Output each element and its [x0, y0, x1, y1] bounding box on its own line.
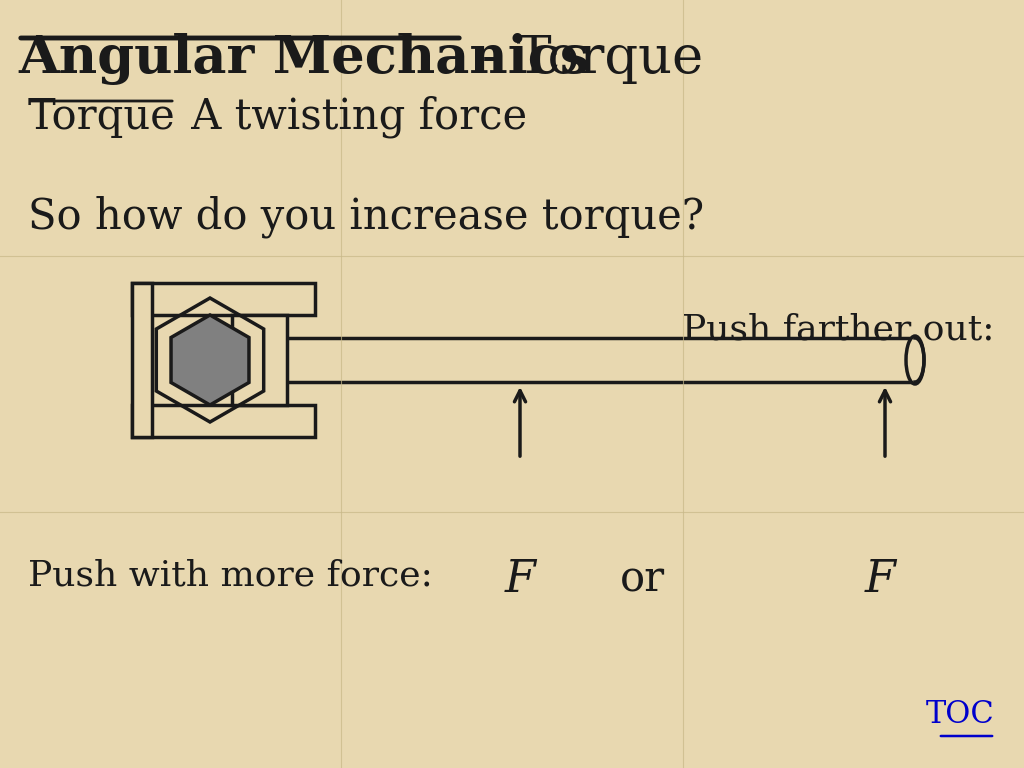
Text: A twisting force: A twisting force	[178, 96, 527, 138]
Ellipse shape	[906, 336, 924, 384]
Polygon shape	[171, 315, 249, 405]
Text: - Torque: - Torque	[465, 33, 703, 84]
Text: TOC: TOC	[927, 699, 995, 730]
Text: F: F	[865, 558, 896, 601]
Text: Torque: Torque	[28, 96, 176, 138]
Text: F: F	[505, 558, 536, 601]
Bar	[132, 283, 152, 437]
Text: Angular Mechanics: Angular Mechanics	[18, 33, 590, 85]
Text: or: or	[620, 558, 666, 600]
Bar	[232, 315, 287, 405]
Text: Push farther out:: Push farther out:	[683, 313, 995, 347]
Bar	[132, 405, 315, 437]
Bar	[282, 338, 915, 382]
Text: So how do you increase torque?: So how do you increase torque?	[28, 196, 705, 239]
Text: Push with more force:: Push with more force:	[28, 558, 444, 592]
Bar	[132, 283, 315, 315]
